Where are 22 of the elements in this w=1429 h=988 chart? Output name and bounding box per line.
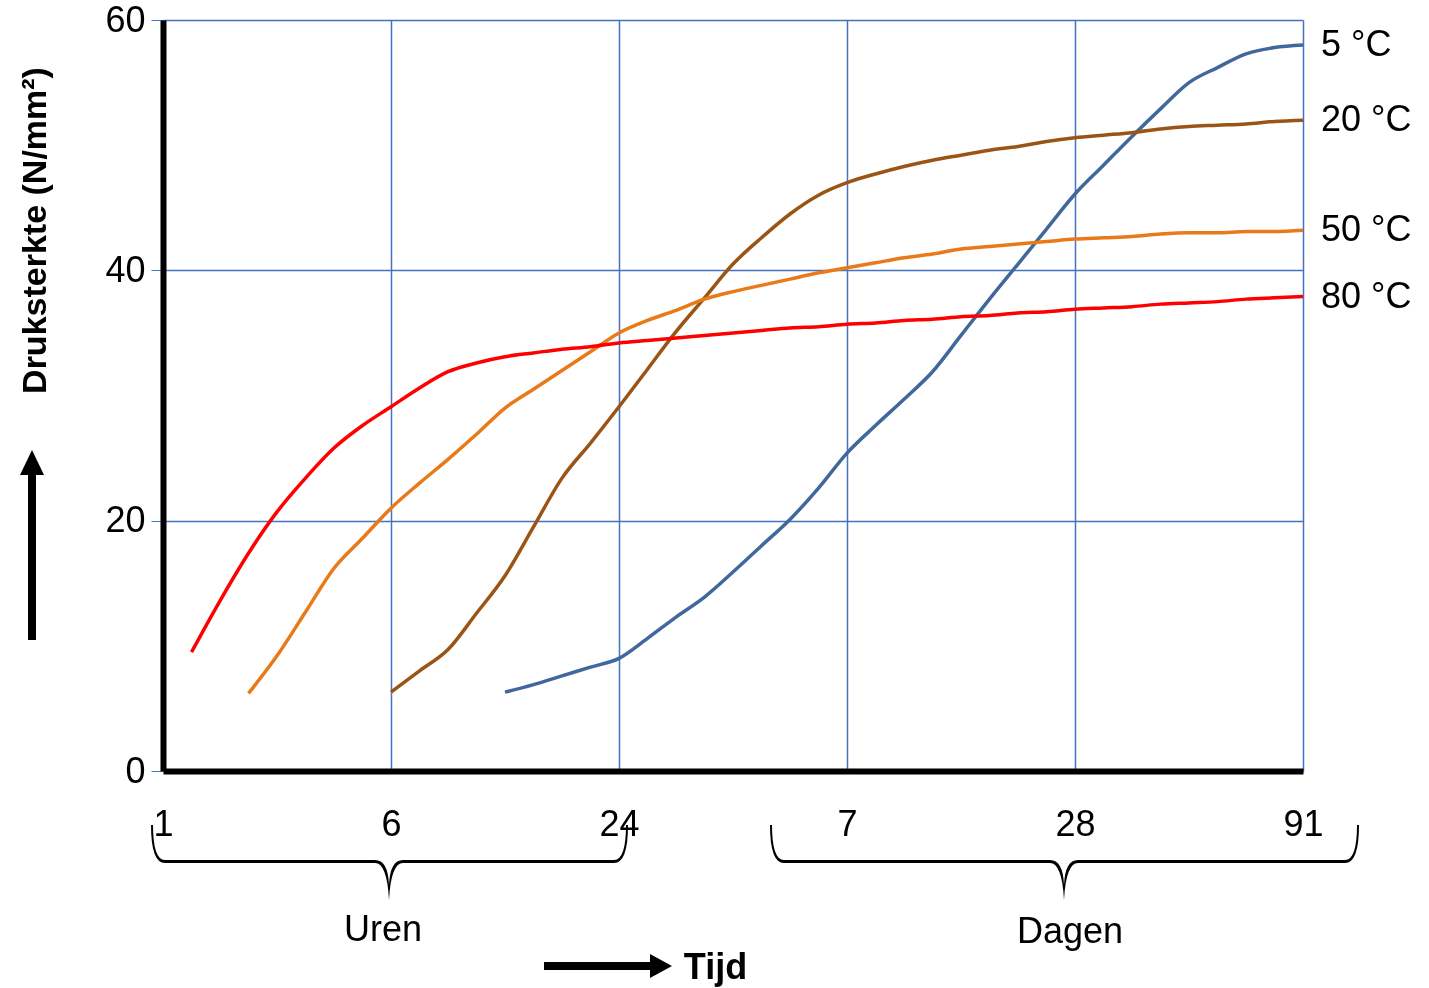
y-tick-label: 0 bbox=[125, 749, 146, 791]
x-tick-label: 28 bbox=[1055, 802, 1096, 844]
series-label: 50 °C bbox=[1321, 208, 1412, 250]
text: Uren bbox=[343, 908, 423, 950]
line-series bbox=[246, 228, 1305, 696]
series-label: 20 °C bbox=[1321, 98, 1412, 140]
text: Dagen bbox=[1016, 910, 1124, 952]
line-series bbox=[503, 43, 1305, 694]
y-tick-label: 60 bbox=[105, 0, 146, 40]
x-tick-label: 7 bbox=[837, 802, 858, 844]
series-label: 80 °C bbox=[1321, 274, 1412, 316]
x-tick-label: 6 bbox=[381, 802, 402, 844]
series-label: 5 °C bbox=[1321, 23, 1392, 65]
y-tick-label: 20 bbox=[105, 499, 146, 541]
x-tick-label: 91 bbox=[1283, 802, 1324, 844]
x-tick-label: 1 bbox=[153, 802, 174, 844]
line-series bbox=[389, 118, 1305, 694]
x-tick-label: 24 bbox=[599, 802, 640, 844]
y-axis-title: Druksterkte (N/mm²) bbox=[14, 67, 53, 394]
y-tick-label: 40 bbox=[105, 248, 146, 290]
x-axis-title: Tijd bbox=[683, 945, 748, 987]
line-series bbox=[189, 294, 1305, 654]
